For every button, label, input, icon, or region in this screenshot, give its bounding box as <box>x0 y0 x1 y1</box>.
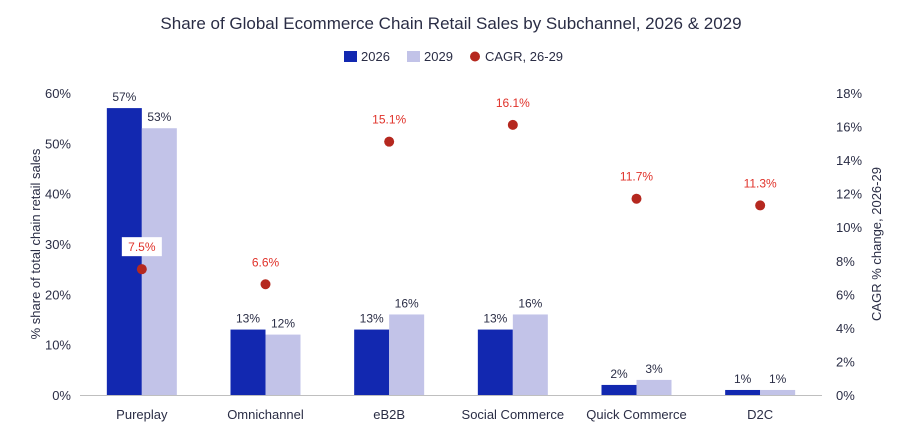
y2-tick-label: 6% <box>836 287 855 302</box>
cagr-label: 7.5% <box>128 240 156 254</box>
y-tick-label: 0% <box>52 388 71 403</box>
x-tick-label: eB2B <box>373 407 405 422</box>
chart-title: Share of Global Ecommerce Chain Retail S… <box>160 14 741 33</box>
legend: 2026 2029 CAGR, 26-29 <box>344 49 563 64</box>
cagr-point <box>755 200 766 211</box>
bar-2026 <box>601 384 637 395</box>
data-label-2029: 1% <box>769 372 787 386</box>
cagr-label: 15.1% <box>372 113 406 127</box>
cagr-point <box>136 264 147 275</box>
bar-2029 <box>636 379 672 395</box>
cagr-label: 16.1% <box>496 96 530 110</box>
legend-label-cagr: CAGR, 26-29 <box>485 49 563 64</box>
legend-label-2029: 2029 <box>424 49 453 64</box>
y2-tick-label: 2% <box>836 354 855 369</box>
y2-tick-label: 8% <box>836 254 855 269</box>
data-label-2026: 2% <box>610 367 628 381</box>
y2-tick-label: 10% <box>836 220 862 235</box>
cagr-label-box <box>121 237 162 257</box>
y-axis-title: % share of total chain retail sales <box>28 148 43 339</box>
x-tick-label: Omnichannel <box>227 407 304 422</box>
legend-swatch-2029 <box>407 51 420 62</box>
bar-2029 <box>265 334 301 395</box>
cagr-point <box>507 119 518 130</box>
y2-tick-label: 14% <box>836 153 862 168</box>
legend-swatch-2026 <box>344 51 357 62</box>
y-tick-label: 60% <box>45 86 71 101</box>
cagr-point <box>384 136 395 147</box>
x-tick-label: Quick Commerce <box>586 407 686 422</box>
cagr-point <box>631 193 642 204</box>
x-tick-label: Pureplay <box>116 407 168 422</box>
y2-tick-label: 4% <box>836 321 855 336</box>
cagr-label: 11.3% <box>744 176 777 190</box>
data-label-2026: 13% <box>236 312 260 326</box>
data-label-2026: 1% <box>734 372 752 386</box>
bar-2029 <box>512 314 548 395</box>
y2-tick-label: 0% <box>836 388 855 403</box>
bar-2029 <box>141 128 177 395</box>
y-tick-label: 10% <box>45 338 71 353</box>
data-label-2026: 13% <box>483 312 507 326</box>
data-label-2029: 16% <box>518 296 542 310</box>
data-label-2026: 57% <box>112 90 136 104</box>
data-label-2029: 3% <box>645 362 663 376</box>
y2-tick-label: 16% <box>836 120 862 135</box>
bar-2026 <box>725 389 761 395</box>
plot-area: 0% 10% 20% 30% 40% 50% 60% 0% 2% 4% 6% 8% 10% 12% 14% 1… <box>45 86 862 422</box>
y2-axis-title: CAGR % change, 2026-29 <box>869 167 884 321</box>
y2-tick-label: 12% <box>836 187 862 202</box>
bar-2026 <box>477 329 513 395</box>
bar-2029 <box>389 314 425 395</box>
x-tick-label: Social Commerce <box>462 407 565 422</box>
legend-label-2026: 2026 <box>361 49 390 64</box>
bar-2026 <box>354 329 390 395</box>
cagr-label: 6.6% <box>252 255 280 269</box>
y-tick-label: 50% <box>45 136 71 151</box>
legend-marker-cagr <box>470 51 480 62</box>
y-tick-label: 40% <box>45 187 71 202</box>
bar-2026 <box>230 329 266 395</box>
data-label-2029: 16% <box>395 296 419 310</box>
x-tick-label: D2C <box>747 407 773 422</box>
y-tick-label: 20% <box>45 287 71 302</box>
data-label-2029: 12% <box>271 317 295 331</box>
cagr-label: 11.7% <box>620 170 653 184</box>
cagr-point <box>260 279 271 290</box>
data-label-2026: 13% <box>360 312 384 326</box>
bar-2029 <box>760 389 796 395</box>
y2-tick-label: 18% <box>836 86 862 101</box>
y-tick-label: 30% <box>45 237 71 252</box>
data-label-2029: 53% <box>147 110 171 124</box>
